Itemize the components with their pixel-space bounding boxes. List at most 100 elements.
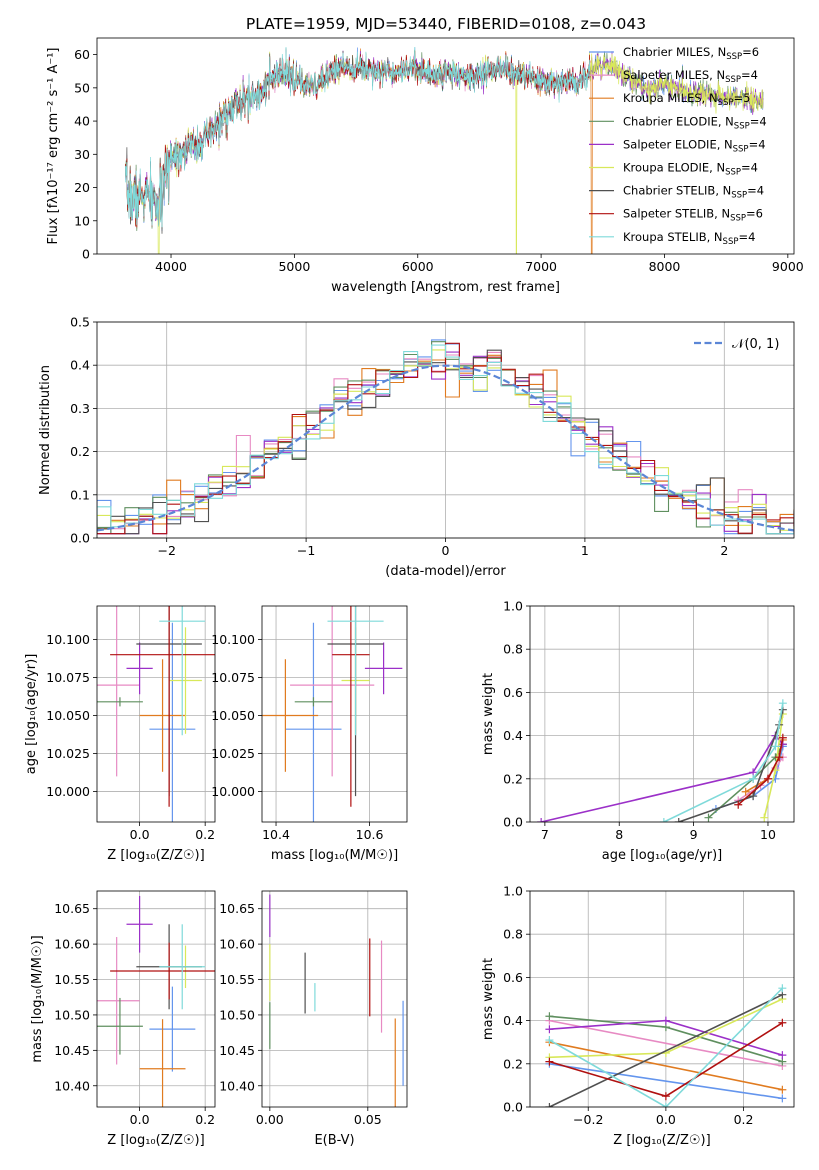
x-tick-label: 9000 bbox=[772, 259, 804, 274]
y-tick-label: 1.0 bbox=[503, 599, 523, 614]
y-tick-label: 0.4 bbox=[70, 358, 90, 373]
histogram-step bbox=[97, 342, 794, 535]
x-tick-label: 0.0 bbox=[130, 827, 150, 842]
weight-marker bbox=[778, 699, 787, 708]
weight-line bbox=[549, 993, 783, 1107]
axes-frame bbox=[96, 321, 795, 539]
y-tick-label: 1.0 bbox=[503, 884, 523, 899]
errorbar-point bbox=[262, 659, 319, 772]
legend-entry: Salpeter MILES, NSSP=4 bbox=[623, 68, 758, 85]
y-tick-label: 0.2 bbox=[70, 444, 90, 459]
weight-line bbox=[549, 987, 783, 1107]
legend-entry: Salpeter ELODIE, NSSP=4 bbox=[623, 137, 766, 154]
errorbar-point bbox=[110, 942, 215, 1000]
plot-area bbox=[97, 895, 215, 1107]
x-tick-label: 0.2 bbox=[195, 1112, 215, 1127]
y-tick-label: 10.55 bbox=[54, 972, 90, 987]
x-tick-label: 0.2 bbox=[195, 827, 215, 842]
x-tick-label: 10 bbox=[760, 827, 776, 842]
plot-area bbox=[537, 699, 787, 822]
weight-marker bbox=[661, 1103, 670, 1107]
errorbar-point bbox=[327, 606, 384, 736]
weight-marker bbox=[760, 813, 769, 822]
errorbar-point bbox=[290, 606, 375, 777]
y-tick-label: 10 bbox=[74, 213, 90, 228]
y-axis-label: mass [log₁₀(M/M☉)] bbox=[30, 935, 45, 1062]
errorbar-point bbox=[97, 997, 143, 1055]
y-tick-label: 10.50 bbox=[54, 1007, 90, 1022]
y-tick-label: 0.0 bbox=[503, 815, 523, 830]
x-tick-label: 10.6 bbox=[356, 827, 384, 842]
legend-entry: Kroupa MILES, NSSP=5 bbox=[623, 91, 750, 108]
legend-entry-label: Salpeter MILES, N bbox=[623, 68, 725, 82]
x-tick-label: 4000 bbox=[155, 259, 187, 274]
weight-line bbox=[737, 737, 784, 806]
y-tick-label: 10.40 bbox=[54, 1078, 90, 1093]
errorbar-point bbox=[149, 622, 196, 822]
legend-entry: 𝒩(0, 1) bbox=[732, 337, 779, 352]
legend-entry: Chabrier ELODIE, NSSP=4 bbox=[623, 114, 767, 131]
y-tick-label: 40 bbox=[74, 114, 90, 129]
legend-entry: Kroupa ELODIE, NSSP=4 bbox=[623, 161, 758, 178]
y-tick-label: 0.4 bbox=[503, 1013, 523, 1028]
errorbar-point bbox=[364, 642, 403, 695]
y-axis-label: age [log₁₀(age/yr)] bbox=[24, 654, 39, 775]
legend-entry-label: Kroupa ELODIE, N bbox=[623, 161, 725, 175]
weight-line bbox=[715, 746, 784, 810]
y-tick-label: 10.100 bbox=[46, 632, 90, 647]
plot-area bbox=[269, 894, 404, 1107]
axes-frame bbox=[261, 890, 408, 1108]
legend-entry-sub: SSP bbox=[733, 144, 749, 154]
mass-vs-metallicity-panel: 0.0 0.2 10.40 10.45 10.50 10.55 10.60 10.65 Z [l… bbox=[30, 890, 216, 1148]
y-tick-label: 10.025 bbox=[211, 746, 255, 761]
errorbar-point bbox=[126, 895, 153, 953]
weight-marker bbox=[778, 1051, 787, 1060]
weight-marker bbox=[704, 813, 713, 822]
y-tick-label: 10.40 bbox=[219, 1078, 255, 1093]
weight-line bbox=[549, 1041, 783, 1091]
y-axis-label: mass weight bbox=[481, 673, 496, 755]
errorbar-point bbox=[110, 606, 215, 807]
y-tick-label: 10.50 bbox=[219, 1007, 255, 1022]
errorbar-point bbox=[126, 642, 153, 695]
x-tick-label: −0.2 bbox=[573, 1112, 603, 1127]
x-tick-label: 10.4 bbox=[262, 827, 290, 842]
x-tick-label: 2 bbox=[720, 543, 728, 558]
legend-entry-sub: SSP bbox=[731, 191, 747, 201]
legend-entry-label: Salpeter ELODIE, N bbox=[623, 137, 733, 151]
weight-marker bbox=[775, 753, 784, 762]
legend-entry-suffix: =6 bbox=[742, 45, 759, 59]
legend-entry: Chabrier MILES, NSSP=6 bbox=[623, 45, 759, 62]
weight-marker bbox=[778, 733, 787, 742]
legend-entry-label: Kroupa STELIB, N bbox=[623, 230, 723, 244]
legend-entry-sub: SSP bbox=[734, 121, 750, 131]
y-tick-label: 0.2 bbox=[503, 1056, 523, 1071]
weight-marker bbox=[749, 792, 758, 801]
legend-entry-sub: SSP bbox=[725, 168, 741, 178]
legend-entry: Salpeter STELIB, NSSP=6 bbox=[623, 207, 763, 224]
grid bbox=[262, 606, 407, 822]
y-tick-label: 0.6 bbox=[503, 970, 523, 985]
y-tick-label: 10.45 bbox=[219, 1043, 255, 1058]
weight-marker bbox=[537, 818, 546, 822]
axes-frame bbox=[261, 605, 408, 823]
y-tick-label: 10.60 bbox=[219, 937, 255, 952]
weight-marker bbox=[778, 1018, 787, 1027]
weight-marker bbox=[545, 1012, 554, 1021]
errorbar-point bbox=[159, 924, 206, 1010]
spectrum-panel: 4000 5000 6000 7000 8000 9000 0 10 20 30 40 50 60 wav… bbox=[46, 37, 804, 295]
y-tick-label: 0.6 bbox=[503, 685, 523, 700]
weight-marker bbox=[545, 1036, 554, 1045]
plot-area bbox=[262, 606, 403, 822]
x-tick-label: 9 bbox=[690, 827, 698, 842]
axes-frame bbox=[96, 605, 216, 823]
y-tick-label: 10.55 bbox=[219, 972, 255, 987]
x-tick-label: 6000 bbox=[402, 259, 434, 274]
grid bbox=[262, 891, 407, 1107]
legend-entry-suffix: =6 bbox=[746, 207, 763, 221]
x-tick-label: 8000 bbox=[649, 259, 681, 274]
y-axis-label: Normed distribution bbox=[38, 365, 53, 495]
y-tick-label: 0.2 bbox=[503, 771, 523, 786]
y-tick-label: 10.60 bbox=[54, 937, 90, 952]
